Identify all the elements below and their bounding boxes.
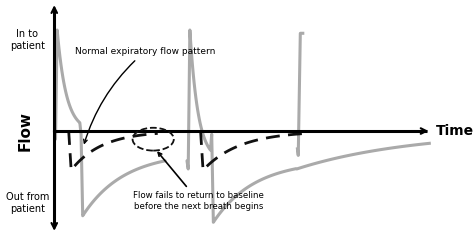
Text: Flow fails to return to baseline
before the next breath begins: Flow fails to return to baseline before … [133,152,264,211]
Text: In to
patient: In to patient [10,29,45,51]
Text: Flow: Flow [18,111,33,151]
Text: Out from
patient: Out from patient [6,192,49,214]
Text: Normal expiratory flow pattern: Normal expiratory flow pattern [75,47,215,143]
Text: Time: Time [436,124,474,138]
